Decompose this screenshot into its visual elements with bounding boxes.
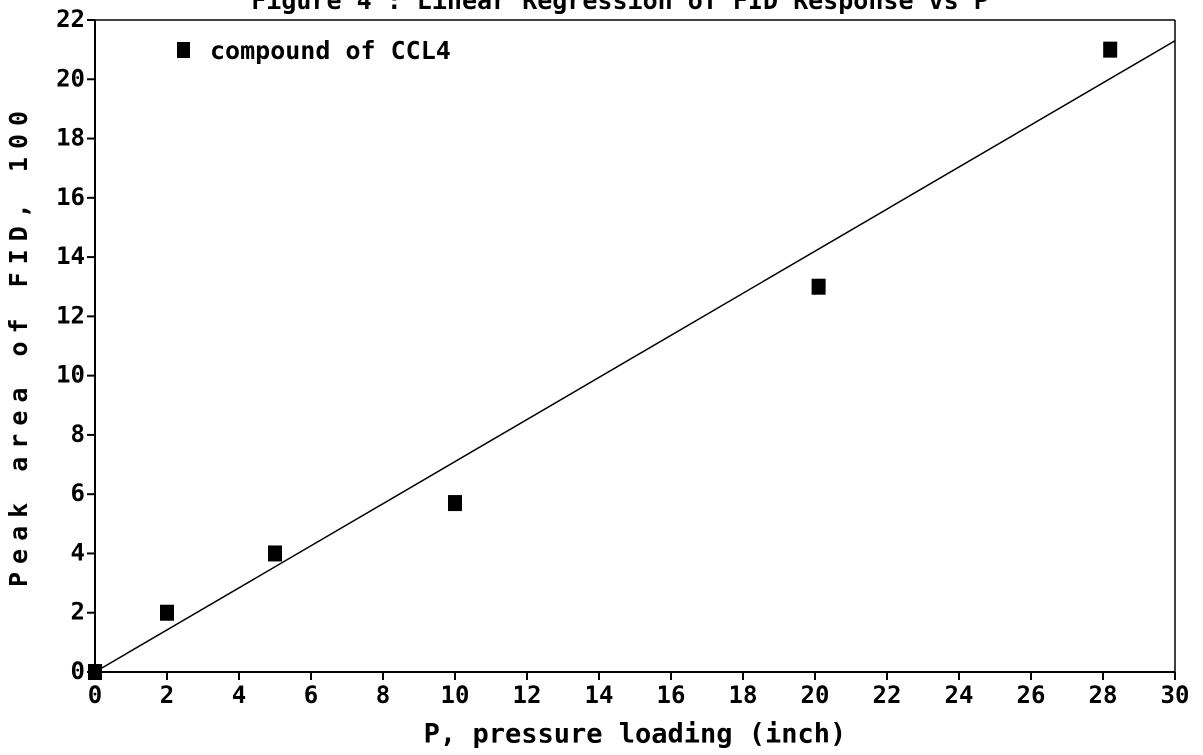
legend-marker (177, 42, 190, 58)
x-axis-label: P, pressure loading (inch) (424, 719, 847, 750)
y-tick-label: 2 (71, 598, 85, 626)
y-tick-label: 16 (56, 183, 85, 211)
chart-title: Figure 4 : Linear Regression of FID Resp… (251, 0, 989, 15)
x-tick-label: 30 (1161, 681, 1190, 709)
y-tick-label: 12 (56, 301, 85, 329)
data-point (160, 604, 174, 621)
x-tick-label: 10 (441, 681, 470, 709)
y-tick-label: 14 (56, 242, 85, 270)
y-tick-label: 6 (71, 479, 85, 507)
legend-label: compound of CCL4 (210, 36, 451, 65)
x-tick-label: 0 (88, 681, 102, 709)
x-tick-label: 22 (873, 681, 902, 709)
x-tick-label: 24 (945, 681, 974, 709)
x-tick-label: 2 (160, 681, 174, 709)
data-point (88, 664, 102, 680)
data-point (811, 278, 826, 295)
y-tick-label: 18 (56, 124, 85, 152)
x-tick-label: 12 (513, 681, 542, 709)
y-tick-label: 22 (56, 5, 85, 33)
y-tick-label: 20 (56, 64, 85, 92)
y-axis-label: Peak area of FID, 100 (4, 103, 33, 587)
x-tick-label: 28 (1089, 681, 1118, 709)
data-point (1103, 41, 1118, 58)
y-tick-label: 8 (71, 420, 85, 448)
data-point (268, 545, 282, 562)
x-tick-label: 16 (657, 681, 686, 709)
x-tick-label: 8 (376, 681, 390, 709)
data-point (448, 495, 462, 512)
x-tick-label: 20 (801, 681, 830, 709)
x-tick-label: 14 (585, 681, 614, 709)
y-tick-label: 0 (71, 657, 85, 685)
x-tick-label: 18 (729, 681, 758, 709)
regression-line (94, 40, 1176, 673)
y-tick-label: 10 (56, 361, 85, 389)
x-tick-label: 26 (1017, 681, 1046, 709)
x-tick-label: 4 (232, 681, 246, 709)
x-tick-label: 6 (304, 681, 318, 709)
y-tick-label: 4 (71, 538, 85, 566)
